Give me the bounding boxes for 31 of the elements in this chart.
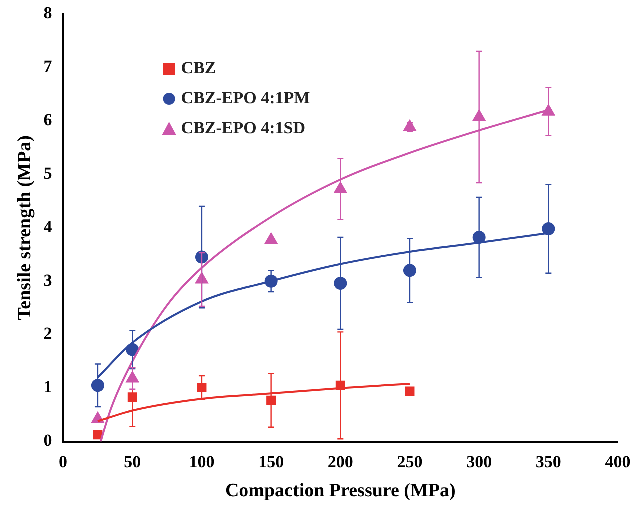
legend-label: CBZ-EPO 4:1PM — [181, 88, 310, 108]
point — [403, 264, 416, 278]
x-tick-label: 0 — [59, 452, 68, 472]
point — [197, 383, 207, 393]
y-tick-label: 6 — [44, 110, 52, 130]
x-tick-label: 100 — [189, 452, 215, 472]
y-tick-label: 2 — [44, 324, 52, 344]
point — [91, 379, 104, 392]
x-tick-label: 50 — [124, 452, 142, 472]
x-tick-label: 300 — [466, 452, 492, 472]
y-tick-label: 5 — [44, 164, 52, 183]
y-tick-label: 0 — [44, 431, 52, 450]
point — [405, 386, 415, 396]
legend-label: CBZ — [181, 58, 216, 78]
y-tick-label: 8 — [44, 3, 52, 22]
x-tick-label: 350 — [536, 452, 562, 472]
x-tick-label: 400 — [605, 452, 631, 472]
y-tick-label: 1 — [44, 378, 52, 397]
x-tick-label: 250 — [397, 452, 423, 472]
point — [93, 430, 103, 440]
y-tick-label: 7 — [44, 56, 53, 76]
y-axis-title: Tensile strength (MPa) — [14, 136, 36, 320]
x-axis-title: Compaction Pressure (MPa) — [225, 480, 456, 502]
point — [128, 392, 138, 402]
legend-label: CBZ-EPO 4:1SD — [181, 118, 306, 138]
point — [195, 272, 209, 284]
y-tick-label: 3 — [44, 270, 52, 290]
y-tick-label: 4 — [44, 217, 53, 236]
x-tick-label: 150 — [258, 452, 284, 472]
point — [264, 232, 278, 244]
x-tick-label: 200 — [328, 452, 354, 472]
